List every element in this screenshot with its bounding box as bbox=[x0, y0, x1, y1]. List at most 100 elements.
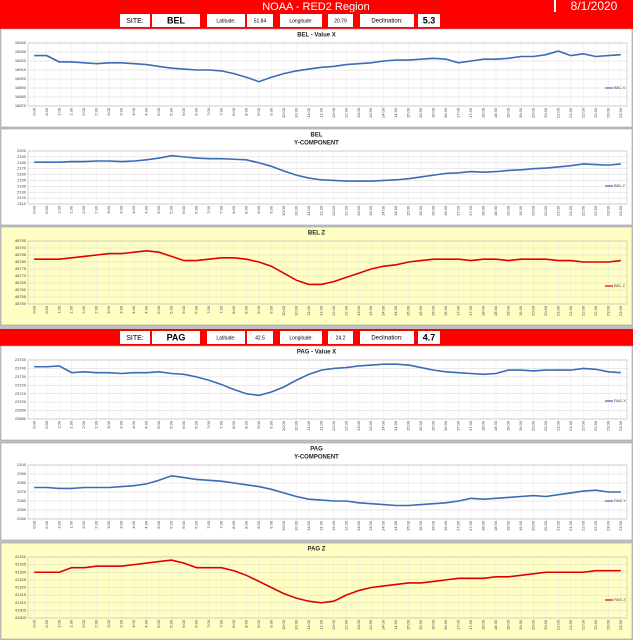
x-tick-label: 17:00 bbox=[456, 205, 461, 216]
x-tick-label: 5:00 bbox=[156, 205, 161, 214]
legend-label: PAG X bbox=[614, 398, 626, 403]
y-tick-label: 2150 bbox=[17, 178, 27, 183]
x-tick-label: 7:00 bbox=[206, 107, 211, 116]
x-tick-label: 6:30 bbox=[194, 420, 199, 429]
x-tick-label: 1:30 bbox=[69, 305, 74, 314]
x-tick-label: 3:30 bbox=[119, 420, 124, 429]
data-line bbox=[34, 50, 621, 83]
x-tick-label: 8:30 bbox=[243, 107, 248, 116]
x-tick-label: 0:00 bbox=[31, 420, 36, 429]
chart-panel bbox=[0, 128, 633, 226]
site-field-box bbox=[120, 14, 150, 27]
x-tick-label: 19:30 bbox=[518, 305, 523, 316]
x-tick-label: 7:00 bbox=[206, 420, 211, 429]
x-tick-label: 8:00 bbox=[231, 520, 236, 529]
x-tick-label: 14:00 bbox=[381, 420, 386, 431]
y-tick-label: 41325 bbox=[15, 577, 27, 582]
x-tick-label: 13:30 bbox=[368, 520, 373, 531]
y-tick-label: 46755 bbox=[15, 294, 27, 299]
legend-label: BEL Y bbox=[614, 183, 625, 188]
y-tick-label: 23730 bbox=[15, 374, 27, 379]
x-tick-label: 16:30 bbox=[443, 107, 448, 118]
x-tick-label: 1:30 bbox=[69, 420, 74, 429]
x-tick-label: 20:30 bbox=[543, 619, 548, 630]
x-tick-label: 11:30 bbox=[318, 107, 323, 117]
data-line bbox=[34, 154, 621, 182]
x-tick-label: 12:00 bbox=[331, 619, 336, 630]
x-tick-label: 1:30 bbox=[69, 520, 74, 529]
x-tick-label: 14:30 bbox=[393, 205, 398, 216]
x-tick-label: 17:30 bbox=[468, 619, 473, 630]
y-tick-label: 41305 bbox=[15, 607, 27, 612]
x-tick-label: 16:00 bbox=[431, 305, 436, 316]
x-tick-label: 1:30 bbox=[69, 205, 74, 214]
y-tick-label: 46775 bbox=[15, 266, 27, 271]
x-tick-label: 13:30 bbox=[368, 305, 373, 316]
x-tick-label: 8:00 bbox=[231, 305, 236, 314]
x-tick-label: 20:00 bbox=[530, 619, 535, 630]
x-tick-label: 12:00 bbox=[331, 107, 336, 118]
x-tick-label: 15:30 bbox=[418, 205, 423, 216]
x-tick-label: 6:00 bbox=[181, 520, 186, 529]
x-tick-label: 20:30 bbox=[543, 420, 548, 431]
x-tick-label: 22:30 bbox=[593, 107, 598, 118]
x-tick-label: 11:30 bbox=[318, 619, 323, 629]
x-tick-label: 2:30 bbox=[94, 305, 99, 314]
x-tick-label: 14:30 bbox=[393, 107, 398, 118]
x-tick-label: 5:30 bbox=[169, 520, 174, 529]
x-tick-label: 17:00 bbox=[456, 305, 461, 316]
x-tick-label: 3:30 bbox=[119, 520, 124, 529]
x-tick-label: 7:30 bbox=[218, 420, 223, 429]
x-tick-label: 13:30 bbox=[368, 205, 373, 216]
x-tick-label: 0:00 bbox=[31, 107, 36, 116]
y-tick-label: 18920 bbox=[15, 58, 27, 63]
x-tick-label: 4:00 bbox=[131, 107, 136, 116]
x-tick-label: 3:00 bbox=[106, 205, 111, 214]
y-tick-label: 46795 bbox=[15, 238, 27, 243]
x-tick-label: 21:30 bbox=[568, 520, 573, 531]
x-tick-label: 2:00 bbox=[81, 107, 86, 116]
x-tick-label: 19:00 bbox=[506, 205, 511, 216]
x-tick-label: 10:30 bbox=[293, 305, 298, 316]
site-field-box bbox=[360, 14, 414, 27]
x-tick-label: 18:30 bbox=[493, 520, 498, 531]
x-tick-label: 15:00 bbox=[406, 619, 411, 630]
x-tick-label: 7:30 bbox=[218, 205, 223, 214]
x-tick-label: 4:00 bbox=[131, 305, 136, 314]
x-tick-label: 5:00 bbox=[156, 520, 161, 529]
x-tick-label: 22:30 bbox=[593, 305, 598, 316]
x-tick-label: 5:00 bbox=[156, 420, 161, 429]
x-tick-label: 21:30 bbox=[568, 420, 573, 431]
x-tick-label: 20:00 bbox=[530, 420, 535, 431]
x-tick-label: 16:30 bbox=[443, 205, 448, 216]
x-tick-label: 19:30 bbox=[518, 619, 523, 630]
x-tick-label: 21:00 bbox=[555, 205, 560, 216]
x-tick-label: 23:30 bbox=[618, 305, 623, 316]
x-tick-label: 12:30 bbox=[343, 205, 348, 216]
x-tick-label: 2:00 bbox=[81, 205, 86, 214]
x-tick-label: 12:30 bbox=[343, 305, 348, 316]
x-tick-label: 18:00 bbox=[481, 205, 486, 216]
x-tick-label: 22:00 bbox=[580, 420, 585, 431]
y-tick-label: 2060 bbox=[17, 498, 27, 503]
site-field: 51.84 bbox=[254, 18, 267, 24]
x-tick-label: 21:30 bbox=[568, 107, 573, 118]
x-tick-label: 18:00 bbox=[481, 305, 486, 316]
x-tick-label: 3:30 bbox=[119, 107, 124, 116]
data-line bbox=[34, 474, 621, 507]
x-tick-label: 21:00 bbox=[555, 107, 560, 118]
x-tick-label: 3:00 bbox=[106, 107, 111, 116]
x-tick-label: 20:30 bbox=[543, 520, 548, 531]
y-tick-label: 41340 bbox=[15, 554, 27, 559]
y-tick-label: 18900 bbox=[15, 76, 27, 81]
chart-title: Y-COMPONENT bbox=[294, 455, 339, 461]
x-tick-label: 9:00 bbox=[256, 520, 261, 529]
y-tick-label: 2120 bbox=[17, 195, 27, 200]
x-tick-label: 16:00 bbox=[431, 420, 436, 431]
x-tick-label: 23:00 bbox=[605, 420, 610, 431]
site-field-box bbox=[207, 14, 245, 27]
x-tick-label: 4:30 bbox=[144, 107, 149, 116]
x-tick-label: 19:30 bbox=[518, 520, 523, 531]
site-field: Latitude: bbox=[216, 335, 235, 341]
x-tick-label: 15:30 bbox=[418, 420, 423, 431]
